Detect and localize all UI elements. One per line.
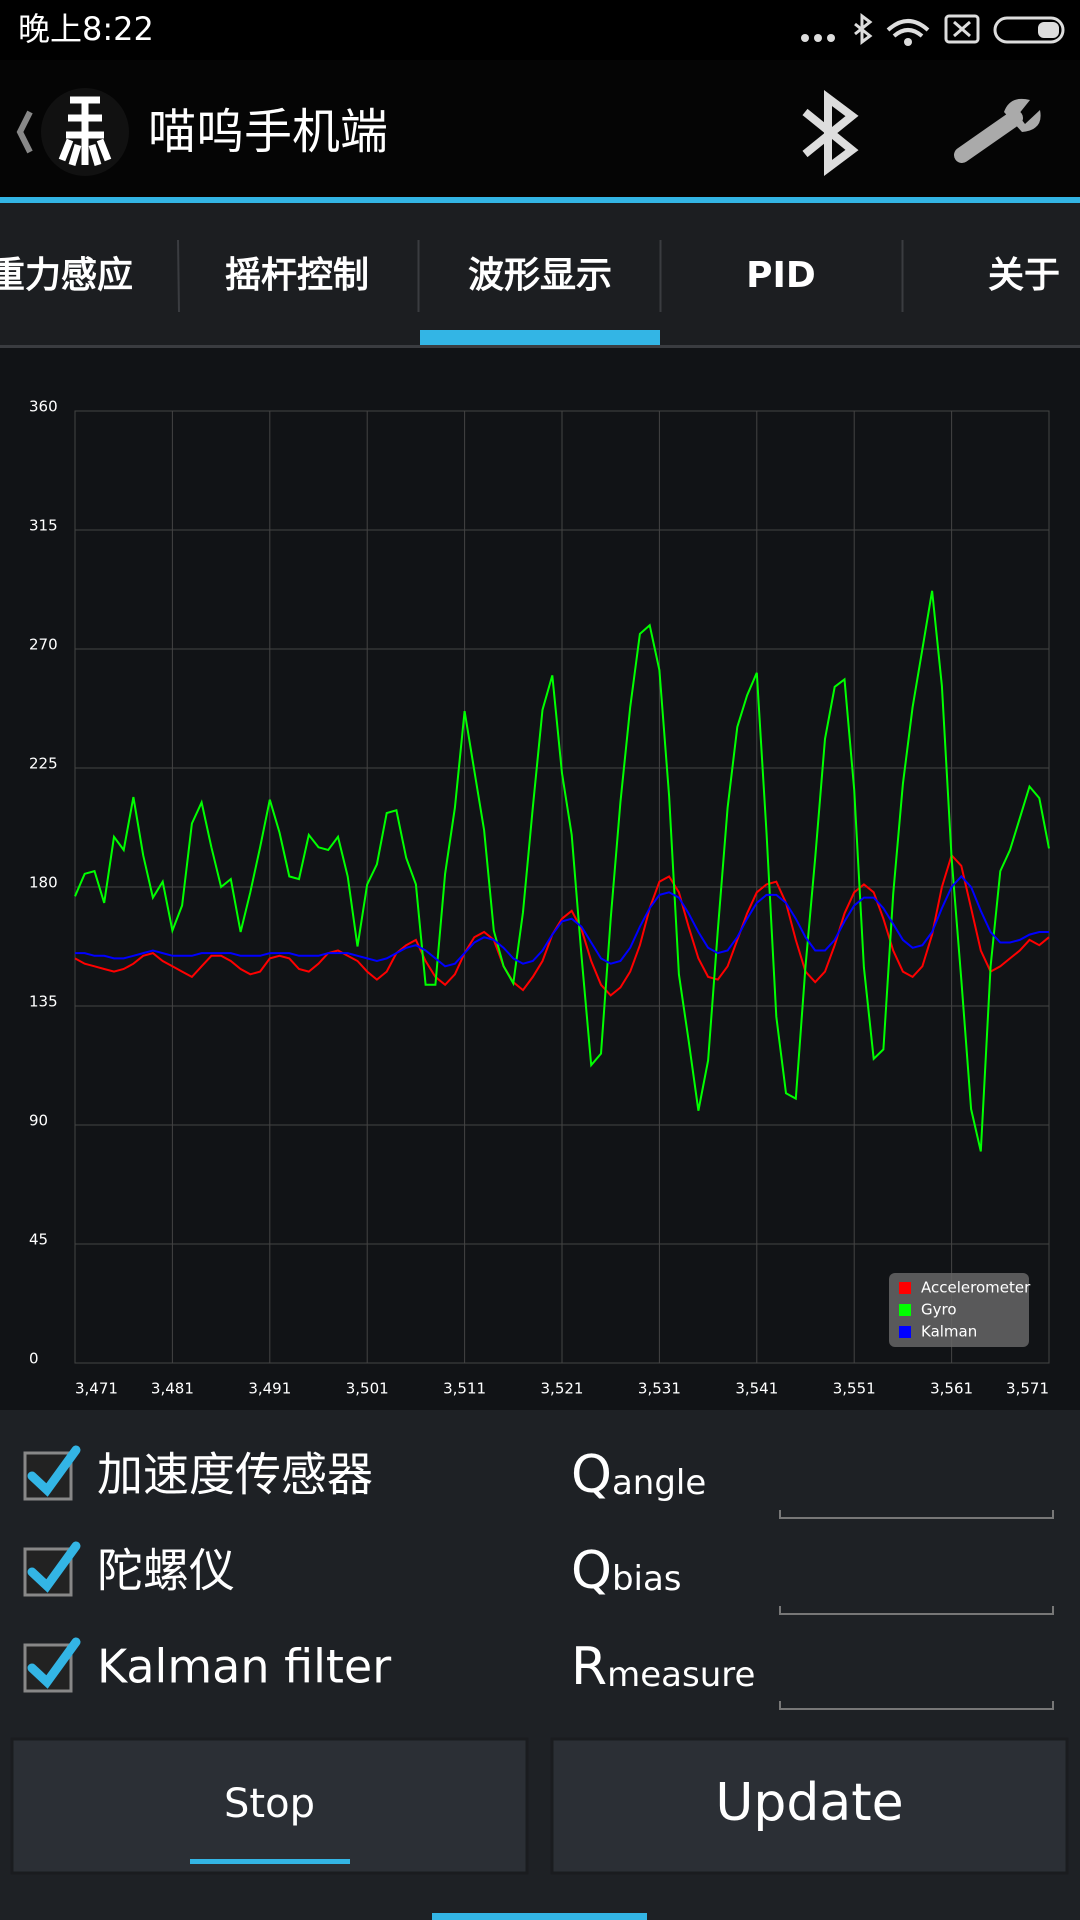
param-label: Rmeasure [571,1637,755,1697]
app-bar [0,60,1080,197]
x-tick-label: 3,561 [930,1380,973,1398]
legend-label: Gyro [921,1301,957,1319]
checkmark [27,1445,81,1497]
tab-label[interactable]: 波形显示 [468,255,612,296]
page-indicator [432,1913,647,1920]
legend-swatch [899,1326,911,1338]
legend-box [889,1273,1029,1347]
param-subscript: bias [612,1559,682,1599]
checkbox-label[interactable]: 陀螺仪 [97,1544,235,1598]
param-input[interactable] [779,1606,1054,1615]
tab-bar-divider [0,345,1080,348]
legend-label: Kalman [921,1323,977,1341]
data-line [74,590,1050,1152]
x-tick-label: 3,491 [248,1380,291,1398]
app-bar-divider [0,197,1080,203]
y-tick-label: 270 [29,636,58,654]
param-subscript: measure [607,1655,755,1695]
checkbox-label[interactable]: 加速度传感器 [97,1448,373,1502]
tab-indicator [420,330,660,345]
y-tick-label: 225 [29,755,58,773]
param-input[interactable] [779,1701,1054,1710]
tab-label[interactable]: 重力感应 [0,255,133,296]
x-tick-label: 3,481 [151,1380,194,1398]
param-symbol: Q [571,1445,612,1505]
button-label[interactable]: Update [715,1773,903,1833]
x-tick-label: 3,471 [75,1380,118,1398]
y-tick-label: 315 [29,517,58,535]
chart-area [0,348,1080,1410]
data-line [75,874,1049,968]
y-tick-label: 0 [29,1350,39,1368]
y-tick-label: 135 [29,993,58,1011]
x-tick-label: 3,531 [638,1380,681,1398]
app-logo [41,88,129,176]
button[interactable] [10,1737,529,1875]
param-input[interactable] [779,1510,1054,1519]
checkmark [27,1541,81,1593]
status-icons [801,13,1065,46]
x-tick-label: 3,541 [735,1380,778,1398]
tab-label[interactable]: 摇杆控制 [225,255,369,296]
param-label: Qbias [571,1541,682,1601]
y-tick-label: 180 [29,874,58,892]
param-symbol: R [571,1637,607,1697]
y-tick-label: 45 [29,1231,48,1249]
tab-bar [0,203,1080,345]
param-label: Qangle [571,1445,706,1505]
legend-swatch [899,1304,911,1316]
status-bar [0,0,1080,60]
x-tick-label: 3,521 [541,1380,584,1398]
button[interactable] [550,1737,1069,1875]
legend-swatch [899,1282,911,1294]
tab-label[interactable]: PID [746,255,816,296]
x-tick-label: 3,551 [833,1380,876,1398]
back-icon[interactable] [16,110,33,154]
y-tick-label: 90 [29,1112,48,1130]
legend-label: Accelerometer [921,1279,1031,1297]
tab-separator [177,239,180,313]
app-title: 喵呜手机端 [148,104,388,160]
status-time: 晚上8:22 [18,10,154,48]
checkmark [27,1637,81,1689]
data-line [74,853,1050,997]
button-focus-line [190,1859,350,1864]
bluetooth-button[interactable] [802,90,859,176]
button-label[interactable]: Stop [224,1781,315,1827]
settings-button[interactable] [954,98,1041,163]
x-tick-label: 3,571 [1006,1380,1049,1398]
y-tick-label: 360 [29,398,58,416]
checkbox-label[interactable]: Kalman filter [97,1640,391,1694]
tab-label[interactable]: 关于 [988,255,1060,296]
x-tick-label: 3,511 [443,1380,486,1398]
x-tick-label: 3,501 [346,1380,389,1398]
param-symbol: Q [571,1541,612,1601]
param-subscript: angle [612,1463,706,1503]
